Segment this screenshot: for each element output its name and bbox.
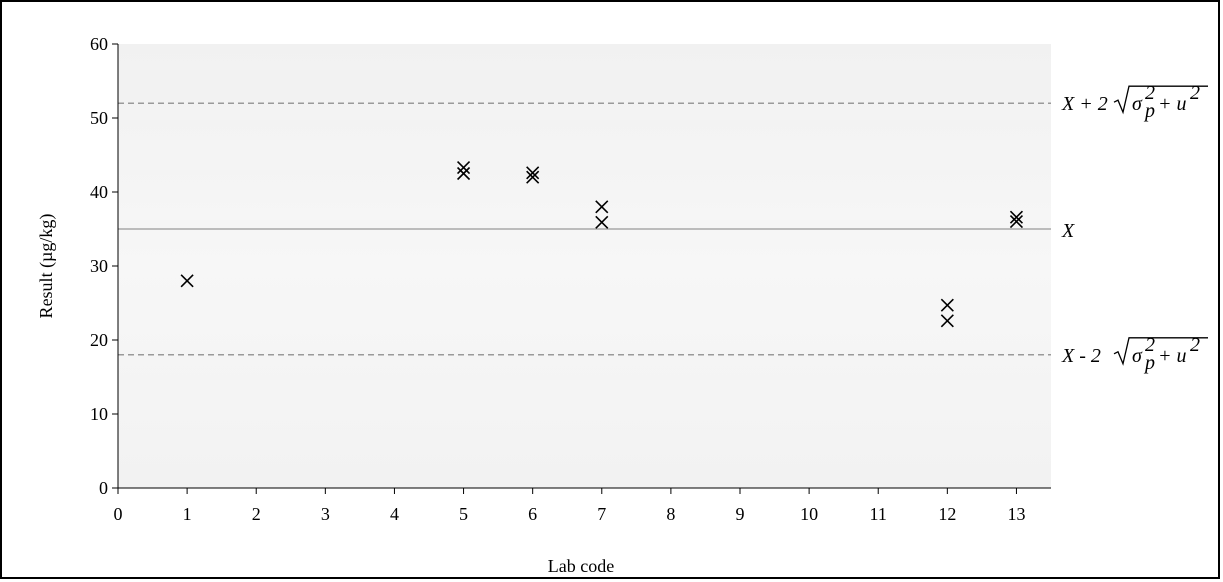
y-tick-label: 60 [90,34,108,54]
x-tick-label: 9 [736,504,745,524]
svg-text:X - 2: X - 2 [1061,345,1101,367]
reference-label-0: X [1061,220,1075,242]
y-tick-label: 0 [99,478,108,498]
data-point [940,314,954,328]
x-tick-label: 12 [938,504,956,524]
x-tick-label: 8 [666,504,675,524]
svg-text:2: 2 [1145,334,1155,356]
x-tick-label: 5 [459,504,468,524]
data-point [456,161,471,175]
x-tick-label: 4 [390,504,399,524]
svg-text:+ u: + u [1158,345,1187,367]
svg-text:p: p [1143,100,1155,122]
x-tick-label: 7 [597,504,606,524]
data-points [180,161,1024,328]
svg-text:σ: σ [1132,93,1143,115]
data-point [595,200,609,214]
reference-lines [118,102,1051,356]
x-tick-label: 11 [870,504,887,524]
y-tick-label: 30 [90,256,108,276]
x-tick-label: 2 [252,504,261,524]
y-axis-title: Result (µg/kg) [36,214,57,319]
y-tick-label: 10 [90,404,108,424]
data-point [1009,210,1024,224]
svg-text:p: p [1143,352,1155,374]
x-tick-label: 3 [321,504,330,524]
data-point [526,170,540,184]
data-point [456,166,471,181]
x-tick-label: 13 [1007,504,1025,524]
x-tick-label: 10 [800,504,818,524]
svg-text:σ: σ [1132,345,1143,367]
svg-text:X + 2: X + 2 [1061,93,1108,115]
x-axis-title: Lab code [548,556,614,576]
data-point [595,215,609,229]
x-tick-label: 1 [183,504,192,524]
data-point [526,166,540,180]
x-tick-label: 6 [528,504,537,524]
y-tick-label: 50 [90,108,108,128]
svg-text:2: 2 [1190,334,1200,356]
svg-text:+ u: + u [1158,93,1187,115]
x-tick-label: 0 [114,504,123,524]
y-tick-label: 20 [90,330,108,350]
y-tick-label: 40 [90,182,108,202]
plot-area-background [118,44,1051,488]
data-point [1009,215,1024,229]
svg-text:2: 2 [1190,82,1200,104]
data-point [180,274,194,288]
data-point [940,298,954,312]
svg-text:2: 2 [1145,82,1155,104]
